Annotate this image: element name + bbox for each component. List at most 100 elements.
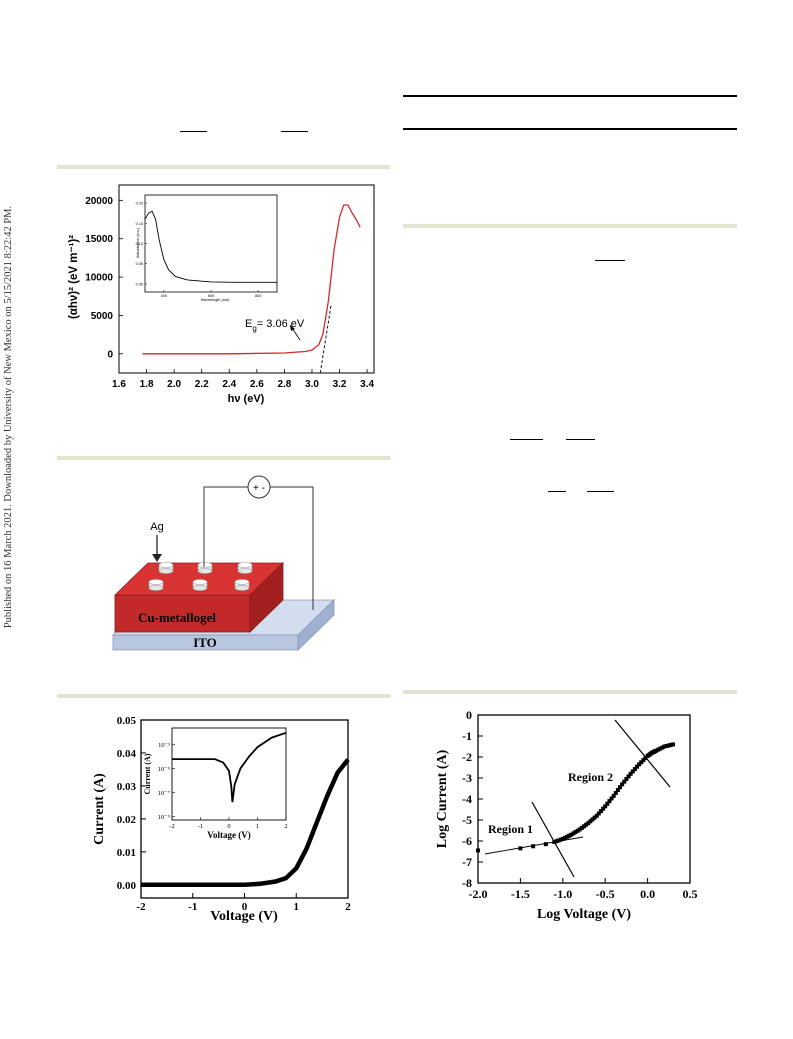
wire-right (270, 486, 314, 610)
ll-point-dense (582, 824, 586, 829)
ll-point-dense (666, 743, 671, 748)
ll-point-dense (605, 801, 610, 806)
eg-arrowhead (290, 325, 295, 331)
abs-ytick-label-3: 0.15 (136, 222, 143, 226)
region2-label: Region 2 (568, 770, 613, 784)
figure-separator (57, 456, 390, 460)
table-header-rule (403, 128, 737, 130)
tauc-plot: 0 5000 10000 15000 20000 1.6 1.8 2.0 2.2 2.4 2.6 2… (68, 184, 375, 405)
iv-xtick-label-0: -2 (136, 901, 146, 913)
fraction-bar (281, 131, 308, 132)
ll-ytick-label-6: -6 (462, 834, 472, 848)
ll-point-dense (648, 751, 653, 756)
ll-point-0 (476, 848, 480, 853)
ll-point-dense (601, 806, 606, 811)
ll-point-dense (575, 828, 580, 833)
ll-point-dense (571, 831, 576, 836)
tauc-ytick-label-4: 20000 (85, 196, 113, 207)
ll-point-dense (660, 745, 665, 750)
iv-inset: 10⁻⁹ 10⁻⁷ 10⁻⁵ 10⁻³ -2 -1 0 1 2 Current (A) Vol… (143, 727, 288, 840)
gel-label: Cu-metallogel (138, 610, 216, 625)
iv-xtick-label-4: 2 (345, 901, 351, 913)
ll-ytick-label-4: -4 (462, 792, 472, 806)
region2-fit-line (614, 719, 671, 788)
ivlog-xtick-label-2: 0 (227, 823, 230, 830)
ll-point-14 (637, 762, 642, 767)
ivlog-xtick-label-1: -1 (198, 823, 203, 830)
iv-ytick-label-5: 0.05 (117, 715, 137, 727)
ll-point-dense (556, 838, 561, 843)
loglog-xlabel: Log Voltage (V) (537, 907, 631, 922)
ll-point-6 (569, 832, 574, 837)
ll-point-dense (664, 743, 669, 748)
abs-xtick-label-2: 800 (255, 294, 261, 298)
ll-point-3 (543, 842, 548, 847)
tauc-ylabel: (αhν)² (eV m⁻¹)² (68, 235, 80, 319)
iv-ytick-label-0: 0.00 (117, 880, 137, 892)
tauc-ytick-label-3: 15000 (85, 234, 113, 245)
region1-label: Region 1 (488, 822, 533, 836)
abs-ytick-label-2: 0.10 (136, 242, 143, 246)
iv-plot: 0.00 0.01 0.02 0.03 0.04 0.05 -2 -1 0 1 2 Current… (92, 715, 351, 924)
iv-xtick-label-3: 1 (294, 901, 300, 913)
ll-point-dense (658, 746, 663, 751)
tauc-extrapolation-line (319, 303, 332, 374)
ll-point-dense (632, 767, 637, 772)
tauc-xtick-label-1: 1.8 (140, 379, 154, 390)
ll-ytick-label-0: 0 (466, 708, 472, 722)
loglog-frame (477, 714, 691, 884)
ll-ytick-label-3: -3 (462, 771, 472, 785)
ll-point-10 (603, 804, 608, 809)
tauc-xtick-label-8: 3.2 (333, 379, 347, 390)
absorbance-series-line (144, 210, 277, 283)
ito-side (297, 599, 335, 651)
source-symbol: + - (253, 483, 265, 494)
iv-inset-ylabel: Current (A) (143, 753, 152, 794)
tauc-series-line (142, 204, 361, 355)
ivlog-xtick-label-0: -2 (169, 823, 174, 830)
abs-ytick-label-1: 0.05 (136, 262, 143, 266)
tauc-xtick-label-0: 1.6 (112, 379, 126, 390)
iv-ytick-label-3: 0.03 (117, 781, 137, 793)
abs-ytick-label-4: 0.20 (136, 202, 143, 206)
fraction-bar (510, 439, 543, 440)
ll-point-dense (630, 769, 635, 774)
ll-xtick-label-0: -2.0 (469, 887, 488, 901)
ivlog-ytick-label-3: 10⁻³ (158, 742, 170, 749)
inset-ylabel: Absorbance (a.u.) (136, 227, 140, 258)
ll-point-dense (635, 764, 639, 769)
ag-arrowhead (152, 554, 162, 562)
iv-ylabel: Current (A) (92, 773, 107, 845)
loglog-plot: 0 -1 -2 -3 -4 -5 -6 -7 -8 -2.0 -1.5 -1.0 -0.5 0.0 0.5… (435, 708, 698, 922)
ll-point-dense (573, 830, 578, 835)
ll-point-dense (609, 796, 614, 801)
ivlog-ytick-label-1: 10⁻⁷ (158, 790, 170, 797)
ll-ytick-label-5: -5 (462, 813, 472, 827)
ll-point-dense (639, 760, 644, 765)
ivlog-xtick-label-3: 1 (256, 823, 259, 830)
ll-point-dense (656, 747, 661, 752)
ll-point-dense (622, 779, 627, 784)
ll-xtick-label-1: -1.5 (511, 887, 530, 901)
ll-point-dense (598, 809, 603, 814)
tauc-ytick-label-2: 10000 (85, 273, 113, 284)
ll-point-9 (594, 813, 599, 818)
ito-label: ITO (193, 635, 217, 650)
ll-point-1 (518, 846, 523, 851)
iv-ytick-label-2: 0.02 (117, 814, 137, 826)
ll-point-dense (618, 785, 623, 790)
figure-separator (57, 694, 390, 698)
fraction-bar (595, 260, 625, 261)
ll-point-19 (671, 742, 676, 747)
iv-xlabel: Voltage (V) (210, 909, 278, 924)
ll-point-13 (628, 771, 633, 776)
ll-point-dense (641, 758, 646, 763)
ll-xtick-label-4: 0.0 (640, 887, 655, 901)
tauc-xtick-label-5: 2.6 (250, 379, 264, 390)
ll-point-dense (624, 777, 629, 782)
iv-series-line (141, 758, 350, 888)
ll-point-dense (613, 790, 618, 795)
ll-point-12 (620, 782, 625, 787)
voltage-source-icon (247, 475, 271, 499)
ll-point-dense (565, 834, 570, 839)
